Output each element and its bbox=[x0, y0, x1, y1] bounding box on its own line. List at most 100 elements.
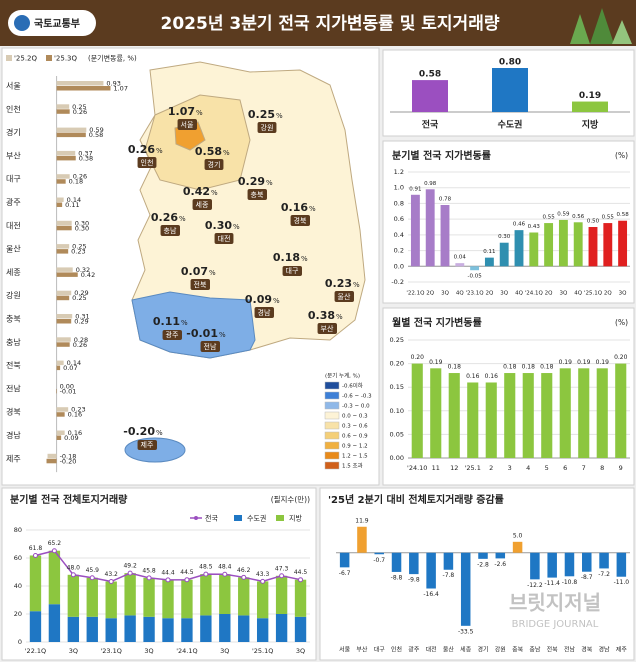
value-label: 0.25 bbox=[72, 294, 86, 302]
bar bbox=[618, 220, 628, 267]
x-tick-label: 경기 bbox=[477, 646, 488, 654]
y-tick-label: 40 bbox=[14, 582, 22, 590]
bar bbox=[425, 189, 435, 267]
bar bbox=[410, 194, 420, 267]
x-tick-label: 2Q bbox=[604, 291, 612, 297]
map-region-label: 서울 bbox=[181, 120, 194, 129]
value-label: 0.30 bbox=[75, 219, 89, 227]
total-point bbox=[32, 552, 38, 558]
value-label: 0.58 bbox=[616, 212, 629, 218]
value-label: -16.4 bbox=[423, 591, 439, 598]
bar bbox=[455, 263, 465, 267]
jeonnam-area bbox=[131, 291, 256, 359]
map-region-label: 충남 bbox=[164, 226, 177, 235]
bar-segment bbox=[219, 574, 231, 614]
value-label: 65.2 bbox=[48, 540, 62, 547]
map-region-label: 대전 bbox=[218, 234, 231, 243]
map-region-badge bbox=[317, 323, 337, 334]
map-unit: % bbox=[309, 205, 316, 213]
total-point bbox=[165, 577, 171, 583]
x-tick-label: '25.1Q bbox=[584, 291, 603, 297]
map-legend-swatch bbox=[324, 461, 340, 470]
bar bbox=[56, 290, 72, 296]
value-label: 44.5 bbox=[294, 569, 308, 576]
bar bbox=[56, 109, 70, 114]
bar-segment bbox=[162, 579, 174, 619]
bar bbox=[448, 373, 460, 458]
bar bbox=[541, 373, 553, 458]
map-region-badge bbox=[247, 189, 267, 200]
map-legend-label: 0.3 ~ 0.6 bbox=[342, 424, 368, 430]
map-value: 0.18 bbox=[273, 251, 300, 264]
bar bbox=[56, 342, 70, 347]
total-point bbox=[51, 548, 57, 554]
map-unit: % bbox=[181, 319, 188, 327]
map-legend-swatch bbox=[324, 411, 340, 420]
y-tick-label: 0.00 bbox=[390, 454, 404, 462]
bar bbox=[56, 407, 69, 412]
y-tick-label: 0.2 bbox=[394, 247, 404, 255]
bar bbox=[499, 242, 509, 267]
bar bbox=[467, 382, 479, 458]
map-value: 0.07 bbox=[181, 265, 208, 278]
bar bbox=[596, 368, 608, 458]
map-legend-label: 1.5 초과 bbox=[342, 462, 363, 470]
total-point bbox=[260, 578, 266, 584]
x-tick-label: 부산 bbox=[356, 646, 368, 654]
bar-segment bbox=[48, 604, 61, 642]
map-legend-swatch bbox=[324, 381, 340, 390]
y-tick-label: 0.4 bbox=[394, 231, 404, 239]
legend-label: '25.2Q bbox=[14, 55, 38, 63]
bar bbox=[603, 223, 613, 267]
region-label: 대구 bbox=[6, 175, 21, 184]
map-value: 0.26 bbox=[151, 211, 178, 224]
total-point bbox=[203, 571, 209, 577]
bar-segment bbox=[67, 574, 80, 617]
region-label: 대전 bbox=[6, 220, 21, 230]
bar-segment bbox=[162, 618, 174, 642]
x-tick-label: 2Q bbox=[485, 291, 493, 297]
value-label: -10.8 bbox=[562, 579, 578, 586]
value-label: 0.93 bbox=[106, 80, 120, 88]
bar bbox=[339, 552, 350, 568]
x-tick-label: 제주 bbox=[616, 646, 628, 654]
bar bbox=[504, 373, 516, 458]
total-point bbox=[146, 575, 152, 581]
map-unit: % bbox=[179, 215, 186, 223]
bar-segment bbox=[275, 614, 288, 642]
x-tick-label: 7 bbox=[582, 464, 586, 472]
y-tick-label: 0.05 bbox=[390, 430, 404, 438]
bar-segment bbox=[238, 615, 250, 642]
map-value: 0.25 bbox=[248, 108, 275, 121]
legend-swatch bbox=[6, 55, 12, 61]
x-tick-label: 4Q bbox=[574, 291, 582, 297]
map-region-badge bbox=[192, 199, 212, 210]
value-label: 44.5 bbox=[180, 569, 194, 576]
value-label: -0.20 bbox=[60, 457, 77, 465]
value-label: 0.18 bbox=[448, 364, 462, 371]
bar-segment bbox=[219, 614, 231, 642]
x-tick-label: 12 bbox=[450, 464, 458, 472]
value-label: 0.23 bbox=[71, 406, 85, 414]
legend-dot bbox=[194, 516, 198, 520]
x-tick-label: 수도권 bbox=[498, 119, 523, 131]
value-label: 0.30 bbox=[75, 224, 89, 232]
value-label: 0.29 bbox=[74, 318, 88, 326]
x-tick-label: 3Q bbox=[500, 291, 508, 297]
header-bar bbox=[0, 0, 636, 46]
bar bbox=[530, 552, 540, 580]
bar bbox=[572, 101, 608, 112]
map-unit: % bbox=[273, 297, 280, 305]
map-region-label: 강원 bbox=[261, 123, 274, 132]
x-tick-label: 3Q bbox=[220, 647, 229, 655]
map-region-label: 제주 bbox=[141, 441, 154, 449]
y-tick-label: 1.2 bbox=[394, 168, 404, 176]
value-label: 5.0 bbox=[513, 532, 523, 539]
x-tick-label: 2Q bbox=[545, 291, 553, 297]
chart-title: '25년 2분기 대비 전체토지거래량 증감률 bbox=[328, 493, 504, 506]
bar bbox=[56, 272, 78, 277]
value-label: 0.04 bbox=[454, 255, 467, 261]
x-tick-label: '23.1Q bbox=[101, 647, 122, 655]
value-label: 0.80 bbox=[499, 58, 521, 68]
bar bbox=[56, 132, 86, 138]
